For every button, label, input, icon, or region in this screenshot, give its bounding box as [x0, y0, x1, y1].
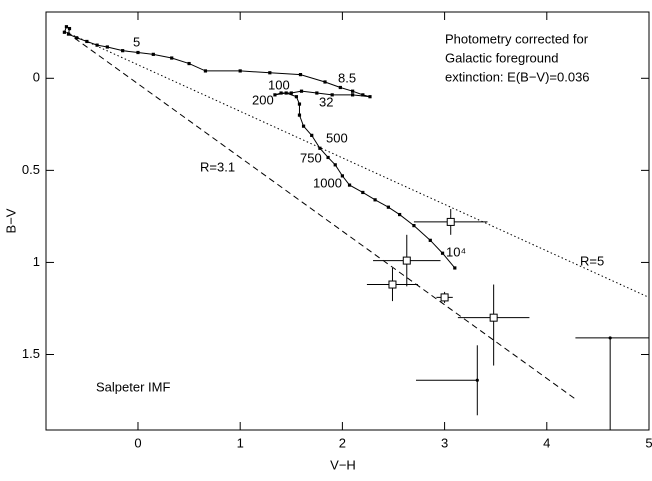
y-axis-label: B−V: [3, 208, 18, 233]
track-marker: [95, 43, 99, 47]
track-marker: [326, 155, 330, 160]
track-marker: [368, 95, 372, 99]
track-marker: [238, 69, 242, 73]
track-marker: [85, 39, 89, 44]
track-marker: [105, 45, 109, 49]
track-marker: [121, 49, 125, 53]
age-label: 500: [326, 130, 348, 145]
point-marker: [489, 313, 498, 322]
track-marker: [338, 85, 342, 90]
reddening-label: R=3.1: [200, 159, 235, 174]
reddening-label: R=5: [580, 253, 604, 268]
track-marker: [453, 266, 457, 270]
track-marker: [340, 174, 344, 178]
track-marker: [289, 91, 293, 95]
y-tick-label: 0: [33, 70, 40, 85]
point-marker: [475, 378, 479, 382]
track-marker: [187, 61, 191, 66]
y-tick-label: 1.5: [22, 346, 40, 361]
age-label: 200: [252, 92, 274, 107]
track-line: [63, 25, 456, 269]
age-label: 5: [133, 34, 140, 49]
x-tick-label: 3: [441, 435, 448, 450]
point-marker: [440, 293, 449, 302]
age-label: 8.5: [338, 70, 356, 85]
track-marker: [273, 93, 277, 97]
track-marker: [67, 26, 72, 31]
track-marker: [279, 91, 283, 95]
track-marker: [64, 25, 69, 29]
point-marker: [388, 280, 397, 289]
x-tick-label: 5: [645, 435, 652, 450]
age-label: 1000: [313, 175, 342, 190]
note-line: extinction: E(B−V)=0.036: [445, 69, 590, 84]
x-tick-label: 2: [339, 435, 346, 450]
track-marker: [351, 89, 355, 93]
track-marker: [268, 71, 272, 75]
track-marker: [136, 50, 140, 55]
track-marker: [386, 205, 390, 209]
track-marker: [373, 198, 377, 202]
track-marker: [440, 251, 445, 255]
track-marker: [361, 190, 365, 195]
age-label: 100: [268, 77, 290, 92]
x-tick-label: 1: [237, 435, 244, 450]
reddening-line: [66, 31, 578, 401]
point-marker: [402, 256, 411, 265]
track-marker: [412, 224, 416, 228]
track-marker: [333, 163, 337, 167]
age-label: 10⁴: [446, 244, 466, 259]
track-marker: [330, 93, 334, 97]
track-marker: [284, 91, 288, 95]
track-marker: [170, 56, 174, 60]
track-marker: [361, 93, 365, 97]
track-marker: [151, 52, 155, 56]
track-marker: [301, 124, 306, 128]
track-marker: [75, 36, 79, 40]
age-label: 750: [300, 150, 322, 165]
track-marker: [66, 32, 71, 36]
point-marker: [446, 217, 455, 226]
track-marker: [299, 89, 304, 93]
reddening-line: [66, 31, 650, 298]
track-marker: [428, 238, 432, 242]
imf-label: Salpeter IMF: [96, 379, 170, 394]
track-marker: [310, 133, 314, 137]
track-marker: [398, 212, 402, 217]
track-marker: [297, 113, 302, 117]
plot-frame: [45, 11, 650, 431]
track-marker: [315, 91, 319, 95]
track-marker: [318, 146, 322, 150]
track-marker: [203, 69, 208, 73]
track-marker: [297, 102, 302, 106]
track-marker: [323, 80, 327, 84]
x-tick-label: 0: [134, 435, 141, 450]
y-tick-label: 1: [33, 254, 40, 269]
track-marker: [294, 95, 298, 99]
x-axis-label: V−H: [330, 457, 356, 472]
track-marker: [347, 183, 352, 187]
note-line: Photometry corrected for: [445, 31, 589, 46]
track-marker: [298, 73, 303, 77]
note-line: Galactic foreground: [445, 50, 558, 65]
x-tick-label: 4: [543, 435, 550, 450]
age-label: 32: [319, 94, 333, 109]
point-marker: [608, 336, 612, 340]
track-marker: [351, 93, 355, 97]
y-tick-label: 0.5: [22, 162, 40, 177]
track-marker: [62, 30, 66, 34]
